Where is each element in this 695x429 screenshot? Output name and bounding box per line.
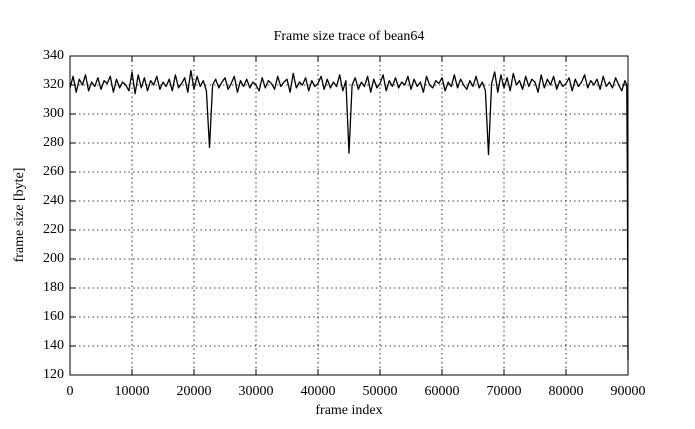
x-tick-label: 60000 [425,384,460,399]
data-line [69,69,629,361]
y-tick-label: 340 [43,48,64,63]
x-tick-label: 40000 [301,384,336,399]
x-tick-label: 90000 [611,384,646,399]
x-tick-label: 20000 [177,384,212,399]
y-tick-label: 160 [43,309,64,324]
y-tick-label: 140 [43,338,64,353]
plot-frame [69,55,629,376]
y-tick-label: 240 [43,193,64,208]
x-tick-label: 0 [67,384,74,399]
x-tick-label: 50000 [363,384,398,399]
x-tick-label: 80000 [549,384,584,399]
y-tick-label: 200 [43,251,64,266]
y-tick-label: 120 [43,367,64,382]
y-tick-label: 180 [43,280,64,295]
y-tick-label: 260 [43,164,64,179]
y-tick-label: 220 [43,222,64,237]
y-tick-label: 320 [43,77,64,92]
x-axis-label: frame index [315,403,382,418]
y-tick-label: 280 [43,135,64,150]
x-tick-label: 30000 [239,384,274,399]
chart-title: Frame size trace of bean64 [274,29,425,44]
y-tick-label: 300 [43,106,64,121]
x-tick-label: 70000 [487,384,522,399]
x-tick-label: 10000 [115,384,150,399]
y-axis-label: frame size [byte] [12,168,27,263]
